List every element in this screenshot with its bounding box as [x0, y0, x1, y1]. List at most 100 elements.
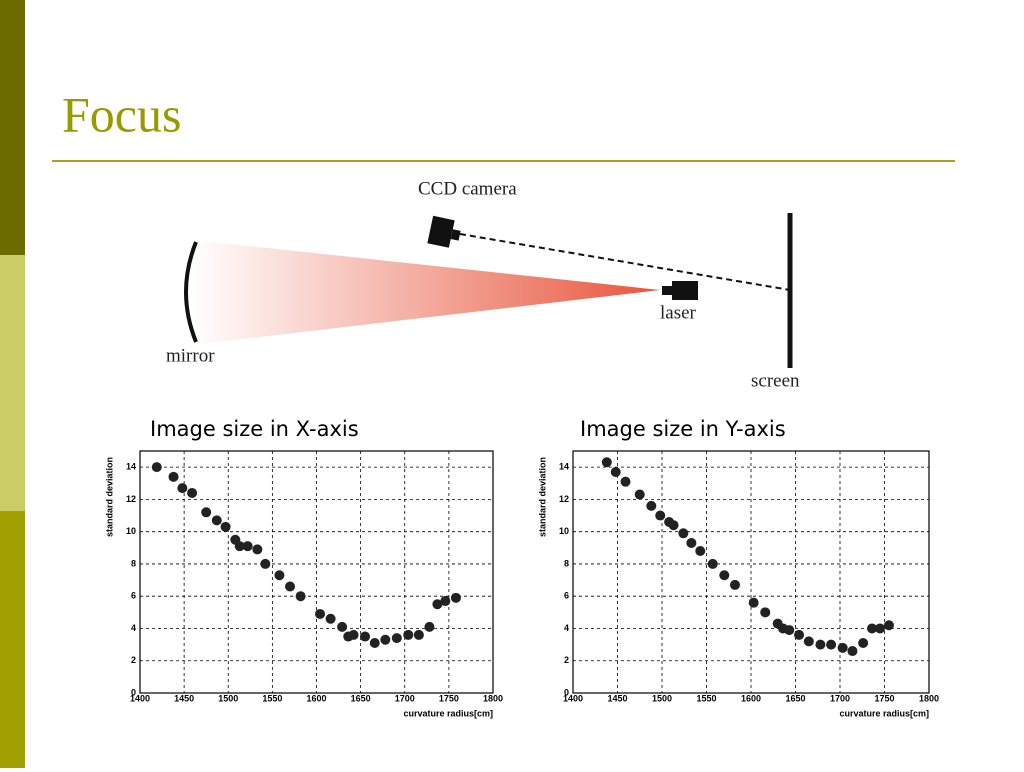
- data-point: [369, 637, 380, 648]
- data-point: [646, 500, 657, 511]
- x-tick-label: 1650: [785, 693, 805, 703]
- y-tick-label: 0: [564, 687, 569, 697]
- x-tick-label: 1400: [130, 693, 150, 703]
- laser-nozzle: [662, 286, 674, 295]
- y-tick-label: 6: [564, 591, 569, 601]
- mirror-shape: [184, 241, 198, 343]
- data-point: [719, 570, 730, 581]
- data-point: [242, 541, 253, 552]
- x-tick-label: 1450: [607, 693, 627, 703]
- data-point: [858, 637, 869, 648]
- laser-body: [672, 281, 698, 300]
- x-tick-label: 1400: [563, 693, 583, 703]
- sidebar-block: [0, 511, 25, 768]
- data-point: [211, 515, 222, 526]
- data-point: [784, 625, 795, 636]
- x-tick-label: 1800: [483, 693, 503, 703]
- data-point: [348, 629, 359, 640]
- data-point: [187, 487, 198, 498]
- data-point: [655, 510, 666, 521]
- sidebar-block: [0, 0, 25, 255]
- x-tick-label: 1550: [262, 693, 282, 703]
- data-point: [695, 546, 706, 557]
- data-point: [826, 639, 837, 650]
- x-tick-label: 1750: [439, 693, 459, 703]
- x-tick-label: 1700: [830, 693, 850, 703]
- y-tick-label: 6: [131, 591, 136, 601]
- data-point: [620, 476, 631, 487]
- y-tick-label: 0: [131, 687, 136, 697]
- y-axis-label: standard deviation: [537, 457, 547, 537]
- data-point: [707, 558, 718, 569]
- data-point: [610, 466, 621, 477]
- data-point: [337, 621, 348, 632]
- x-tick-label: 1550: [696, 693, 716, 703]
- y-tick-label: 8: [131, 558, 136, 568]
- x-tick-label: 1500: [218, 693, 238, 703]
- data-point: [815, 639, 826, 650]
- data-point: [274, 570, 285, 581]
- y-tick-label: 14: [126, 462, 136, 472]
- data-point: [260, 558, 271, 569]
- y-tick-label: 10: [126, 526, 136, 536]
- x-axis-label: curvature radius[cm]: [839, 708, 929, 718]
- data-point: [678, 528, 689, 539]
- data-point: [450, 592, 461, 603]
- data-point: [413, 629, 424, 640]
- x-tick-label: 1700: [395, 693, 415, 703]
- data-point: [729, 579, 740, 590]
- camera-line: [459, 233, 791, 291]
- camera-icon: [427, 215, 461, 248]
- data-point: [168, 471, 179, 482]
- y-axis-label: standard deviation: [104, 457, 114, 537]
- y-tick-label: 8: [564, 558, 569, 568]
- data-point: [803, 636, 814, 647]
- x-tick-label: 1600: [741, 693, 761, 703]
- data-point: [601, 457, 612, 468]
- x-tick-label: 1650: [351, 693, 371, 703]
- y-tick-label: 14: [559, 462, 569, 472]
- laser-beam: [192, 240, 660, 345]
- x-tick-label: 1600: [306, 693, 326, 703]
- data-point: [177, 483, 188, 494]
- data-point: [220, 521, 231, 532]
- x-tick-label: 1800: [919, 693, 939, 703]
- data-point: [252, 544, 263, 555]
- data-point: [151, 462, 162, 473]
- data-point: [201, 507, 212, 518]
- diagram-label: mirror: [166, 345, 215, 366]
- y-tick-label: 2: [564, 655, 569, 665]
- y-tick-label: 12: [559, 494, 569, 504]
- chart-title: Image size in X-axis: [150, 417, 359, 441]
- sidebar-block: [0, 255, 25, 511]
- data-point: [325, 613, 336, 624]
- y-tick-label: 4: [131, 623, 136, 633]
- diagram-label: laser: [660, 302, 697, 323]
- data-point: [847, 646, 858, 657]
- data-point: [875, 623, 886, 634]
- data-point: [360, 631, 371, 642]
- data-point: [837, 642, 848, 653]
- data-point: [794, 629, 805, 640]
- x-tick-label: 1750: [874, 693, 894, 703]
- data-point: [883, 620, 894, 631]
- y-tick-label: 2: [131, 655, 136, 665]
- data-point: [432, 599, 443, 610]
- data-point: [424, 621, 435, 632]
- data-point: [380, 634, 391, 645]
- y-tick-label: 10: [559, 526, 569, 536]
- data-point: [403, 629, 414, 640]
- y-tick-label: 12: [126, 494, 136, 504]
- slide-title: Focus: [62, 86, 181, 142]
- data-point: [668, 520, 679, 531]
- x-axis-label: curvature radius[cm]: [403, 708, 493, 718]
- data-point: [686, 537, 697, 548]
- data-point: [748, 597, 759, 608]
- y-tick-label: 4: [564, 623, 569, 633]
- data-point: [285, 581, 296, 592]
- diagram-label: CCD camera: [418, 178, 517, 199]
- chart-title: Image size in Y-axis: [580, 417, 786, 441]
- data-point: [440, 596, 451, 607]
- data-point: [634, 489, 645, 500]
